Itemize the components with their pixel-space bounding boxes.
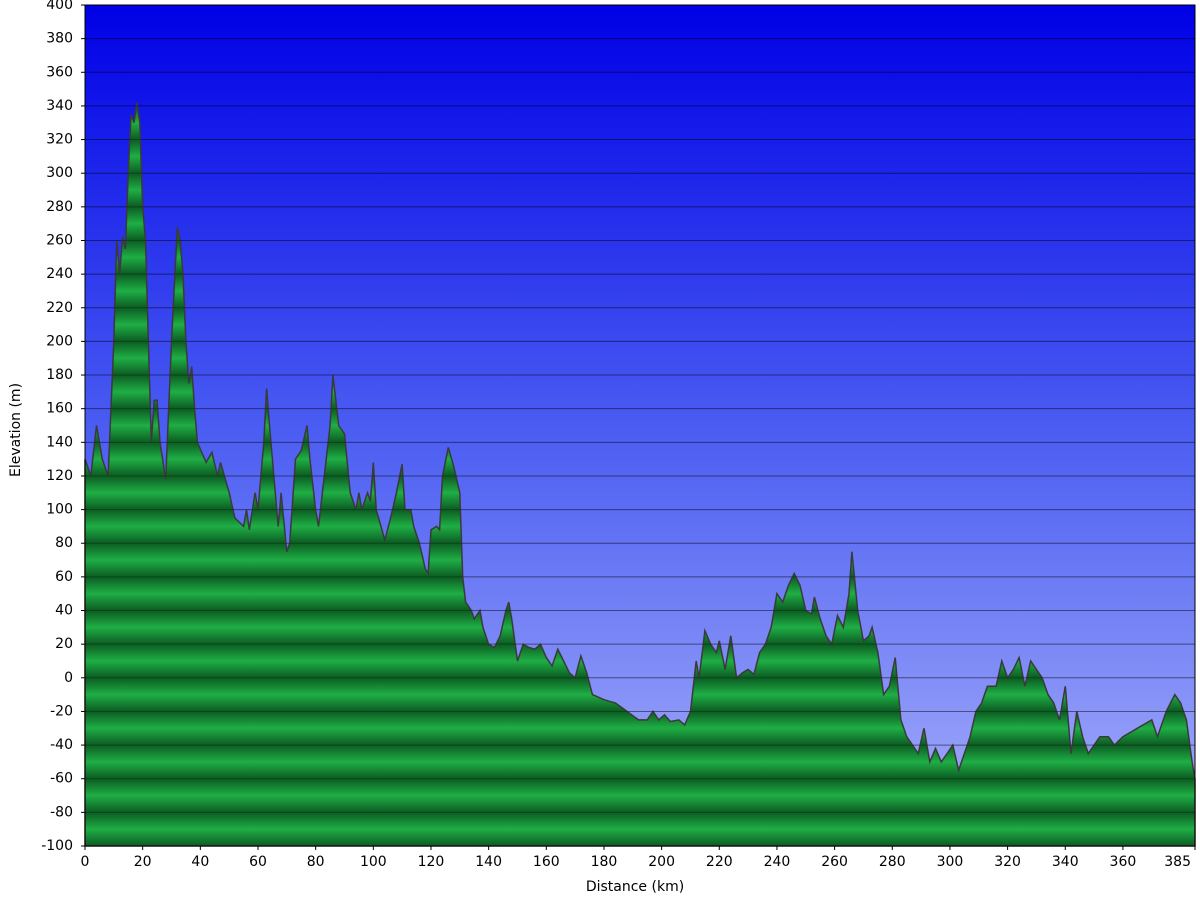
y-tick-label: -40	[50, 737, 73, 753]
y-tick-label: 40	[55, 603, 73, 619]
y-tick-label: 220	[46, 300, 73, 316]
plot-frame	[84, 4, 1196, 847]
x-tick-label: 80	[307, 854, 325, 870]
y-tick-label: 280	[46, 199, 73, 215]
x-tick-label: 20	[134, 854, 152, 870]
x-tick-label: 40	[191, 854, 209, 870]
y-tick-label: 380	[46, 31, 73, 47]
x-tick-label: 120	[418, 854, 445, 870]
y-tick-label: 320	[46, 132, 73, 148]
y-tick-label: 400	[46, 0, 73, 13]
y-tick-label: 0	[64, 670, 73, 686]
x-tick-label: 360	[1110, 854, 1137, 870]
y-tick-label: 200	[46, 333, 73, 349]
x-tick-label: 160	[533, 854, 560, 870]
x-tick-label: 340	[1052, 854, 1079, 870]
y-tick-label: 260	[46, 232, 73, 248]
y-tick-label: 340	[46, 98, 73, 114]
y-tick-label: -20	[50, 703, 73, 719]
y-tick-label: 160	[46, 401, 73, 417]
y-tick-label: -60	[50, 771, 73, 787]
y-tick-label: 80	[55, 535, 73, 551]
x-axis-label: Distance (km)	[586, 879, 684, 895]
y-tick-label: 20	[55, 636, 73, 652]
x-tick-label: 260	[821, 854, 848, 870]
y-tick-label: 360	[46, 64, 73, 80]
x-tick-label: 280	[879, 854, 906, 870]
y-tick-label: 180	[46, 367, 73, 383]
y-tick-label: 120	[46, 468, 73, 484]
x-tick-label: 385	[1164, 854, 1191, 870]
y-tick-label: 100	[46, 502, 73, 518]
x-tick-label: 240	[764, 854, 791, 870]
y-axis-label: Elevation (m)	[8, 383, 24, 477]
elevation-area	[84, 102, 1196, 847]
x-tick-label: 60	[249, 854, 267, 870]
y-tick-label: -100	[41, 838, 73, 854]
y-tick-label: 240	[46, 266, 73, 282]
x-tick-label: 180	[591, 854, 618, 870]
x-tick-label: 100	[360, 854, 387, 870]
x-tick-label: 200	[648, 854, 675, 870]
y-tick-label: -80	[50, 804, 73, 820]
x-tick-label: 320	[994, 854, 1021, 870]
y-tick-label: 300	[46, 165, 73, 181]
x-tick-label: 140	[475, 854, 502, 870]
x-tick-label: 300	[937, 854, 964, 870]
x-tick-label: 0	[81, 854, 90, 870]
y-tick-label: 140	[46, 434, 73, 450]
x-tick-label: 220	[706, 854, 733, 870]
y-tick-label: 60	[55, 569, 73, 585]
